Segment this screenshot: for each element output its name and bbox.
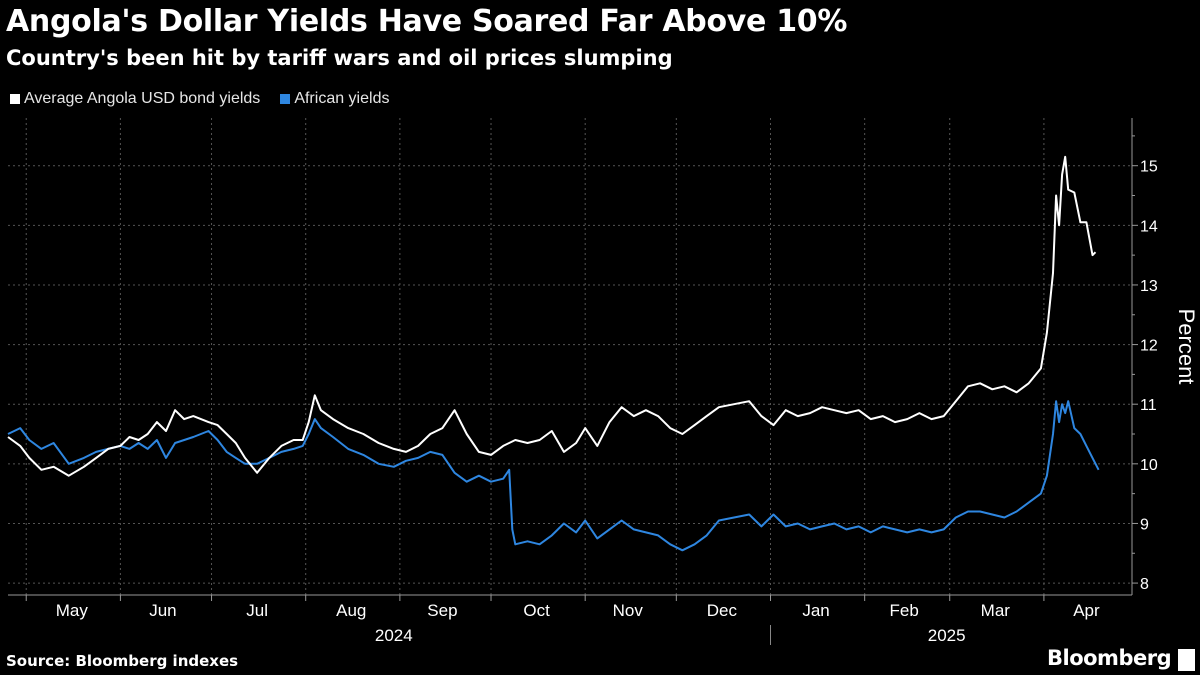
y-tick-label: 11 (1140, 397, 1157, 414)
legend-label-angola: Average Angola USD bond yields (24, 90, 261, 107)
legend-swatch-african (280, 94, 291, 104)
source-note: Source: Bloomberg indexes (6, 652, 239, 670)
chart-title: Angola's Dollar Yields Have Soared Far A… (6, 4, 848, 39)
y-tick-label: 13 (1140, 278, 1158, 295)
x-tick-label: Jan (802, 601, 829, 620)
y-axis-label: Percent (1174, 309, 1199, 385)
bloomberg-badge-icon (1178, 649, 1195, 671)
x-tick-label: Jul (246, 601, 268, 620)
x-tick-label: May (56, 601, 89, 620)
x-tick-label: Sep (427, 601, 457, 620)
legend-item-angola: Average Angola USD bond yields (10, 90, 260, 108)
x-tick-label: Apr (1073, 601, 1100, 620)
x-tick-label: Nov (613, 601, 644, 620)
x-tick-label: Aug (336, 601, 366, 620)
y-tick-label: 12 (1140, 338, 1158, 355)
year-label: 2024 (375, 626, 413, 645)
legend: Average Angola USD bond yields African y… (10, 90, 389, 108)
y-tick-label: 8 (1140, 576, 1149, 593)
bloomberg-logo: Bloomberg (1047, 646, 1172, 670)
series-line-african (7, 400, 1100, 552)
legend-item-african: African yields (280, 90, 389, 108)
y-tick-label: 15 (1140, 159, 1158, 176)
year-label: 2025 (928, 626, 966, 645)
series-line-angola (7, 155, 1097, 477)
y-tick-label: 10 (1140, 457, 1158, 474)
legend-swatch-angola (10, 94, 20, 104)
x-tick-label: Oct (523, 601, 550, 620)
chart-subtitle: Country's been hit by tariff wars and oi… (6, 46, 673, 70)
x-tick-label: Jun (149, 601, 176, 620)
x-tick-label: Dec (707, 601, 738, 620)
x-tick-label: Mar (981, 601, 1011, 620)
y-tick-label: 9 (1140, 516, 1149, 533)
y-tick-label: 14 (1140, 218, 1158, 235)
legend-label-african: African yields (294, 90, 390, 107)
x-tick-label: Feb (890, 601, 919, 620)
